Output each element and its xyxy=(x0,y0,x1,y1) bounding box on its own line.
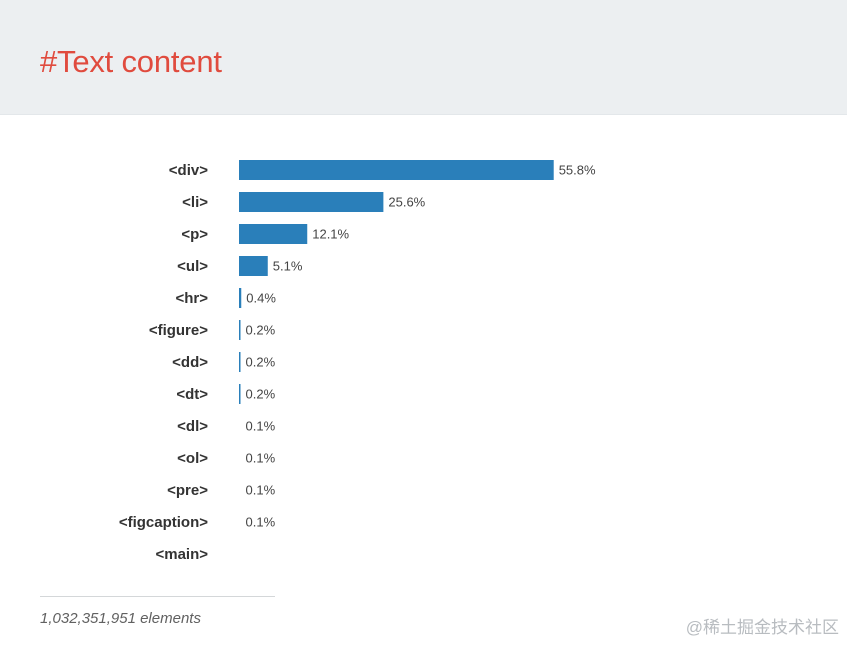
value-label: 12.1% xyxy=(312,227,349,242)
watermark: @稀土掘金技术社区 xyxy=(685,618,839,637)
page-title: #Text content xyxy=(40,44,222,79)
category-label: <ol> xyxy=(177,450,208,467)
value-label: 5.1% xyxy=(273,259,303,274)
category-label: <hr> xyxy=(175,290,208,307)
value-label: 0.4% xyxy=(246,291,276,306)
category-label: <p> xyxy=(181,226,208,243)
bar xyxy=(239,288,242,308)
category-label: <figcaption> xyxy=(119,514,208,531)
footer-divider xyxy=(40,596,275,597)
bar xyxy=(239,160,554,180)
category-label: <dl> xyxy=(177,418,208,435)
category-label: <pre> xyxy=(167,482,208,499)
bar xyxy=(239,256,268,276)
bar xyxy=(239,320,241,340)
bar xyxy=(239,384,241,404)
category-label: <dt> xyxy=(176,386,208,403)
value-label: 0.1% xyxy=(246,515,276,530)
value-label: 0.1% xyxy=(246,483,276,498)
value-label: 0.2% xyxy=(246,387,276,402)
category-label: <dd> xyxy=(172,354,208,371)
category-label: <ul> xyxy=(177,258,208,275)
bar xyxy=(239,352,241,372)
category-label: <li> xyxy=(182,194,208,211)
category-label: <div> xyxy=(169,162,208,179)
bar xyxy=(239,224,308,244)
value-label: 55.8% xyxy=(559,163,596,178)
header-band: #Text content xyxy=(0,0,847,115)
element-count: 1,032,351,951 elements xyxy=(40,610,201,627)
category-label: <figure> xyxy=(149,322,208,339)
bar-chart: <div> 55.8% <li> 25.6% <p> 12.1% <ul> 5.1% <hr> 0… xyxy=(119,160,596,563)
value-label: 25.6% xyxy=(388,195,425,210)
bar xyxy=(239,192,384,212)
value-label: 0.1% xyxy=(246,451,276,466)
category-label: <main> xyxy=(155,546,208,563)
value-label: 0.2% xyxy=(246,323,276,338)
value-label: 0.1% xyxy=(246,419,276,434)
value-label: 0.2% xyxy=(246,355,276,370)
